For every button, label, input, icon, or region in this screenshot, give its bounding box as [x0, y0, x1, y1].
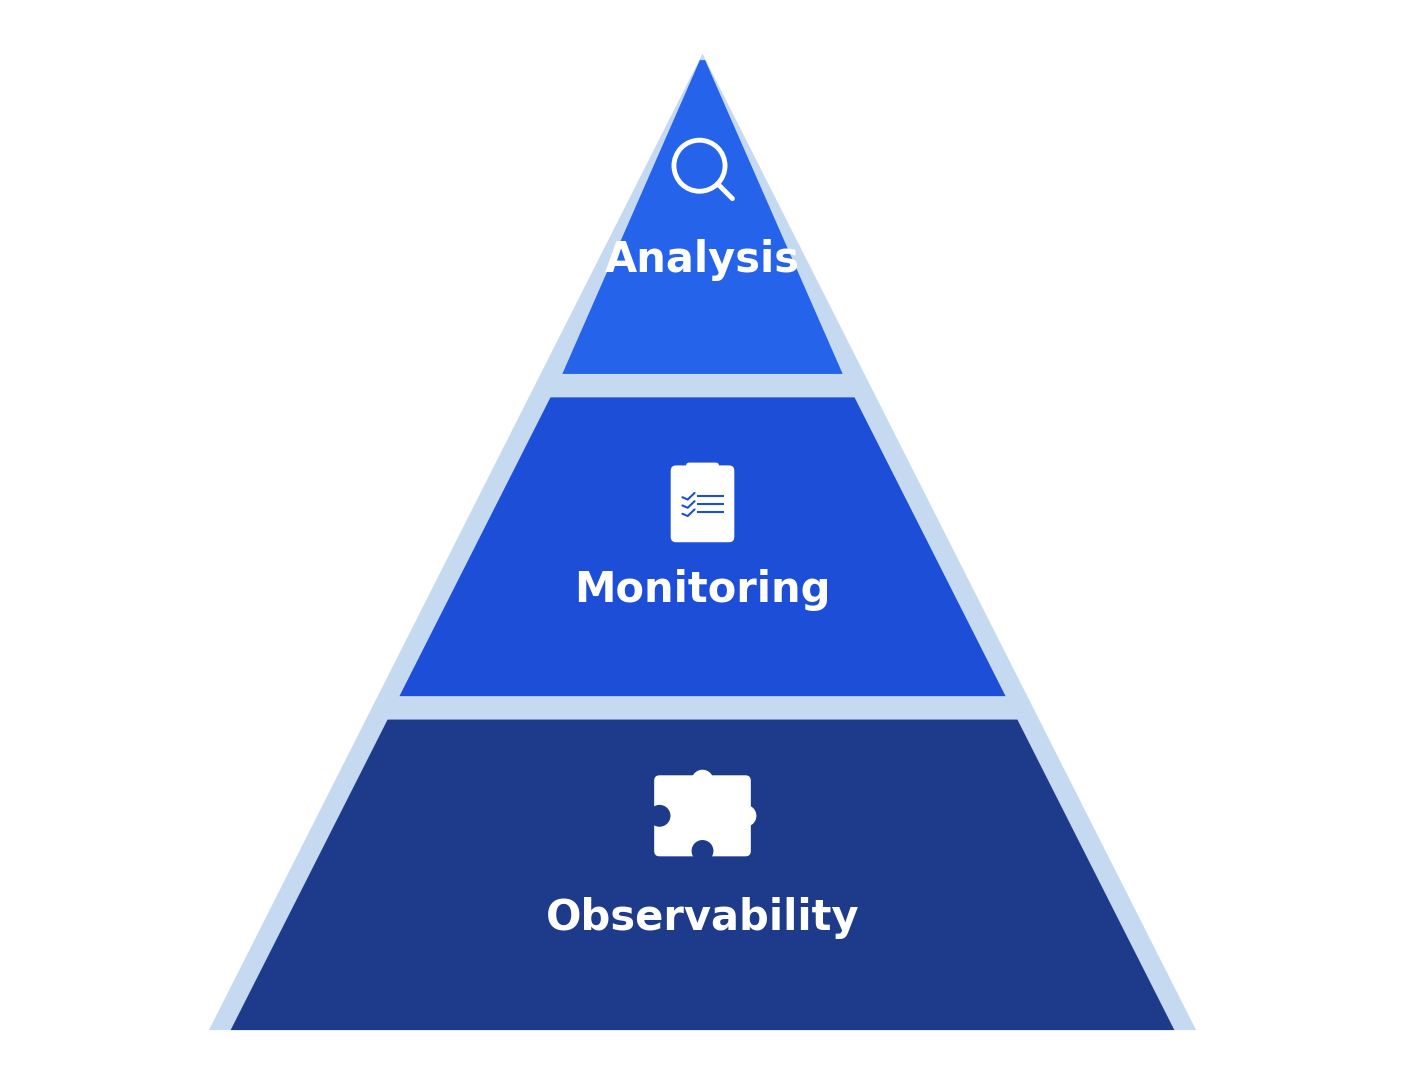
Circle shape — [691, 840, 714, 862]
Text: Observability: Observability — [545, 897, 860, 939]
Text: Monitoring: Monitoring — [575, 569, 830, 611]
Circle shape — [649, 805, 670, 827]
Text: Analysis: Analysis — [606, 239, 799, 281]
Polygon shape — [399, 397, 1006, 696]
Circle shape — [691, 769, 714, 792]
Polygon shape — [230, 720, 1175, 1030]
FancyBboxPatch shape — [670, 466, 735, 542]
Polygon shape — [562, 60, 843, 373]
FancyBboxPatch shape — [655, 776, 750, 856]
FancyBboxPatch shape — [686, 462, 719, 479]
Circle shape — [735, 805, 756, 827]
Polygon shape — [209, 54, 1196, 1030]
